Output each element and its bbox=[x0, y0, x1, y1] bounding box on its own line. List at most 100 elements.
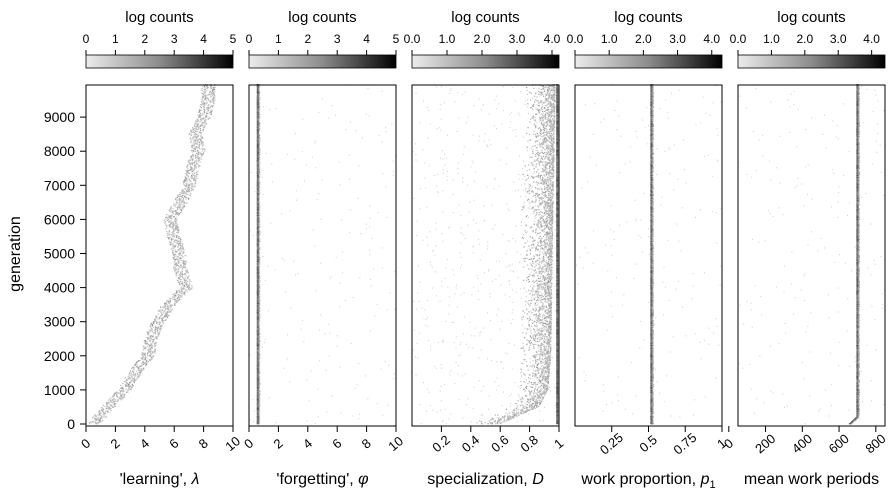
heat-cell bbox=[256, 357, 259, 359]
heat-cell bbox=[175, 263, 177, 265]
heat-cell bbox=[198, 128, 200, 130]
heat-cell bbox=[180, 210, 183, 212]
heat-cell bbox=[148, 339, 150, 342]
heat-cell bbox=[349, 121, 351, 123]
heat-cell bbox=[258, 370, 260, 372]
heat-cell bbox=[258, 375, 260, 377]
heat-cell bbox=[190, 288, 192, 290]
heat-cell bbox=[166, 305, 168, 307]
heat-cell bbox=[256, 401, 259, 403]
heat-cell bbox=[172, 256, 174, 259]
heat-cell bbox=[154, 337, 156, 339]
heat-cell bbox=[326, 411, 328, 413]
heat-cell bbox=[203, 110, 205, 113]
x-axis-label-text: 'forgetting', bbox=[276, 471, 358, 488]
heat-cell bbox=[135, 375, 137, 377]
heat-cell bbox=[122, 390, 124, 392]
heat-cell bbox=[191, 162, 193, 164]
heat-cell bbox=[209, 102, 212, 104]
heat-cell bbox=[206, 87, 208, 90]
heat-cell bbox=[203, 125, 205, 127]
heat-cell bbox=[186, 180, 189, 182]
heat-cell bbox=[256, 341, 259, 344]
heat-cell bbox=[173, 267, 175, 269]
heat-cell bbox=[259, 336, 261, 338]
heat-cell bbox=[197, 119, 200, 121]
heat-cell bbox=[172, 232, 174, 234]
heat-cell bbox=[258, 366, 260, 368]
heat-cell bbox=[256, 256, 259, 259]
heat-cell bbox=[144, 339, 146, 342]
heat-cell bbox=[181, 194, 184, 197]
heat-cell bbox=[198, 110, 200, 113]
heat-cell bbox=[315, 140, 317, 142]
heat-cell bbox=[194, 139, 196, 141]
heat-cell bbox=[358, 413, 360, 415]
heat-cell bbox=[151, 344, 153, 346]
heat-cell bbox=[203, 118, 205, 120]
heat-cell bbox=[197, 121, 199, 123]
heat-cell bbox=[185, 182, 188, 184]
heat-cell bbox=[329, 332, 331, 334]
heat-cell bbox=[207, 110, 209, 113]
heat-cell bbox=[170, 239, 173, 241]
heat-cell bbox=[151, 353, 153, 355]
x-tick-label: 4 bbox=[300, 436, 315, 452]
heat-cell bbox=[130, 375, 132, 377]
heat-cell bbox=[151, 358, 153, 360]
heat-cell bbox=[133, 381, 135, 383]
heat-cell bbox=[300, 328, 302, 330]
heat-cell bbox=[139, 372, 141, 374]
heat-cell bbox=[195, 155, 197, 157]
heat-cell bbox=[188, 286, 191, 288]
heat-cell bbox=[258, 266, 261, 268]
heat-cell bbox=[101, 418, 103, 420]
colorbar-tick-label: 4 bbox=[363, 32, 370, 46]
heat-cell bbox=[195, 128, 197, 130]
heat-cell bbox=[256, 422, 259, 424]
heat-cell bbox=[171, 304, 173, 306]
heat-cell bbox=[199, 129, 202, 132]
heat-cell bbox=[143, 347, 146, 349]
heat-cell bbox=[256, 320, 259, 323]
heat-cell bbox=[159, 327, 161, 329]
heat-cell bbox=[111, 404, 113, 407]
heat-cell bbox=[210, 101, 213, 103]
heat-cell bbox=[170, 238, 173, 240]
heat-cell bbox=[192, 189, 194, 191]
heat-cell bbox=[102, 420, 104, 422]
heat-cell bbox=[144, 342, 146, 345]
heat-cell bbox=[256, 246, 259, 248]
heat-cell bbox=[196, 118, 198, 120]
heat-cell bbox=[189, 172, 191, 175]
heat-cell bbox=[114, 404, 116, 407]
heat-cell bbox=[106, 404, 108, 407]
heat-cell bbox=[194, 178, 196, 180]
heat-cell bbox=[210, 91, 212, 93]
heat-cell bbox=[258, 337, 260, 339]
heat-cell bbox=[259, 256, 261, 259]
heat-cell bbox=[196, 177, 198, 179]
y-tick-label: 2000 bbox=[44, 348, 75, 364]
heat-cell bbox=[147, 338, 149, 340]
heat-cell bbox=[165, 318, 167, 321]
heat-cell bbox=[258, 412, 261, 414]
heat-cell bbox=[377, 212, 379, 214]
heat-cell bbox=[258, 326, 261, 328]
heat-cell bbox=[382, 172, 384, 175]
heat-cell bbox=[137, 368, 139, 370]
heat-cell bbox=[119, 391, 122, 393]
heat-cell bbox=[256, 268, 259, 270]
heat-cell bbox=[175, 203, 177, 205]
heat-cell bbox=[173, 296, 175, 298]
heat-cell bbox=[199, 112, 201, 114]
heat-cell bbox=[175, 235, 178, 238]
heat-cell bbox=[133, 374, 135, 376]
heat-cell bbox=[133, 379, 135, 381]
heat-cell bbox=[143, 341, 145, 344]
heat-cell bbox=[201, 148, 203, 150]
heat-cell bbox=[153, 334, 155, 336]
heat-cell bbox=[179, 206, 181, 208]
heat-cell bbox=[144, 347, 147, 349]
heat-cell bbox=[133, 377, 135, 379]
